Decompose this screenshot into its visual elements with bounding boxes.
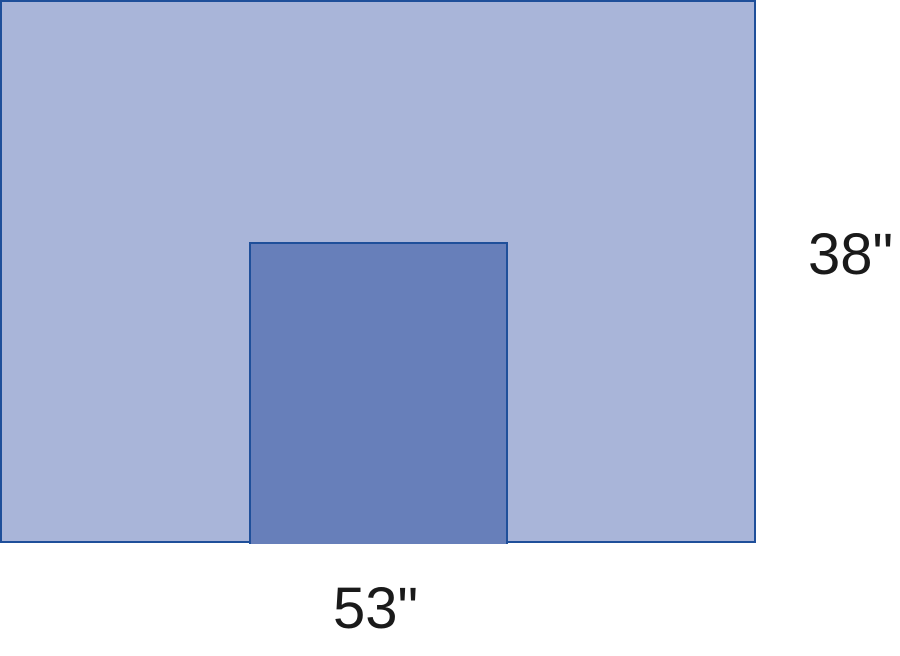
- height-dimension-label: 38": [808, 222, 894, 287]
- width-dimension-label: 53": [333, 576, 419, 641]
- inner-rectangle: [249, 242, 508, 544]
